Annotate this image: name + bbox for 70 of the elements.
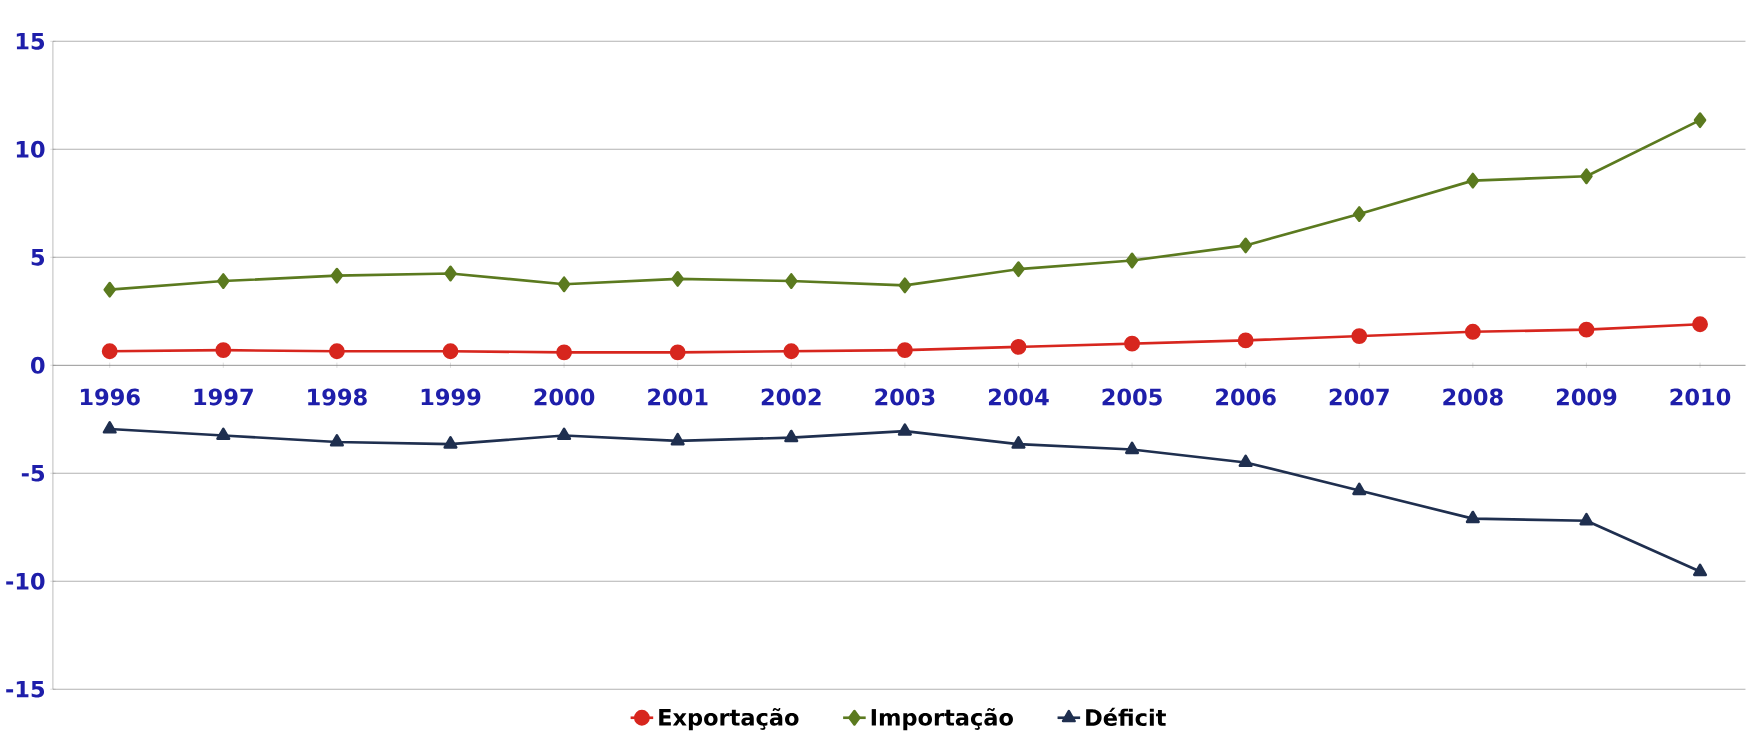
point	[1578, 321, 1595, 338]
y-tick-label: 5	[31, 249, 45, 266]
point	[1239, 237, 1252, 254]
x-tick-label: 2008	[1443, 388, 1503, 406]
point	[557, 276, 571, 293]
point	[783, 343, 800, 360]
point	[1010, 339, 1027, 355]
x-tick-label: 2000	[534, 388, 595, 406]
x-tick-label: 2002	[761, 388, 821, 406]
point	[1464, 324, 1481, 340]
point	[216, 427, 231, 441]
point	[1466, 172, 1480, 189]
point	[330, 267, 344, 284]
x-tick-label: 2007	[1329, 388, 1389, 406]
y-tick-label: -15	[6, 681, 45, 698]
point	[329, 434, 344, 447]
point	[670, 433, 685, 446]
point	[1352, 482, 1367, 496]
point	[897, 423, 912, 436]
point	[328, 343, 345, 360]
point	[1237, 332, 1254, 349]
point	[102, 421, 117, 434]
point	[444, 265, 457, 282]
x-tick-label: 1997	[194, 388, 253, 406]
point	[556, 344, 573, 361]
point	[1352, 206, 1366, 223]
point	[1579, 512, 1594, 526]
legend-label: Exportação	[659, 708, 799, 731]
point	[217, 273, 230, 290]
point	[1692, 563, 1708, 577]
point	[671, 271, 684, 287]
point	[785, 273, 798, 290]
y-tick-label: 0	[31, 356, 45, 374]
point	[784, 429, 799, 443]
point	[1012, 261, 1025, 278]
x-tick-label: 1999	[421, 388, 481, 406]
point	[1580, 168, 1593, 185]
y-tick-label: 15	[16, 33, 45, 50]
x-tick-label: 2009	[1556, 388, 1617, 406]
x-tick-label: 1998	[308, 388, 367, 406]
x-tick-label: 2004	[988, 388, 1049, 406]
legend-label: Importação	[871, 708, 1013, 731]
point	[1125, 252, 1139, 269]
x-tick-label: 2001	[648, 388, 708, 406]
point	[1011, 436, 1026, 449]
x-tick-label: 2003	[875, 388, 935, 406]
point	[442, 343, 459, 360]
x-tick-label: 2010	[1670, 388, 1731, 406]
point	[1124, 335, 1140, 352]
point	[896, 342, 913, 359]
x-tick-label: 1996	[80, 388, 140, 406]
y-tick-label: -10	[6, 572, 45, 590]
y-tick-label: -5	[21, 465, 45, 482]
point	[443, 436, 458, 449]
point	[557, 427, 572, 441]
x-tick-label: 2005	[1102, 388, 1162, 406]
point	[1125, 441, 1140, 455]
point	[103, 281, 116, 298]
legend-label: Déficit	[1086, 707, 1166, 727]
point	[215, 342, 232, 359]
point	[1465, 510, 1480, 524]
x-tick-label: 2006	[1216, 388, 1276, 406]
point	[898, 277, 912, 294]
point	[1693, 112, 1707, 129]
point	[1351, 328, 1368, 345]
point	[1238, 454, 1253, 468]
y-tick-label: 10	[16, 140, 45, 158]
point	[1692, 316, 1708, 333]
point	[101, 343, 118, 360]
point	[669, 344, 686, 361]
